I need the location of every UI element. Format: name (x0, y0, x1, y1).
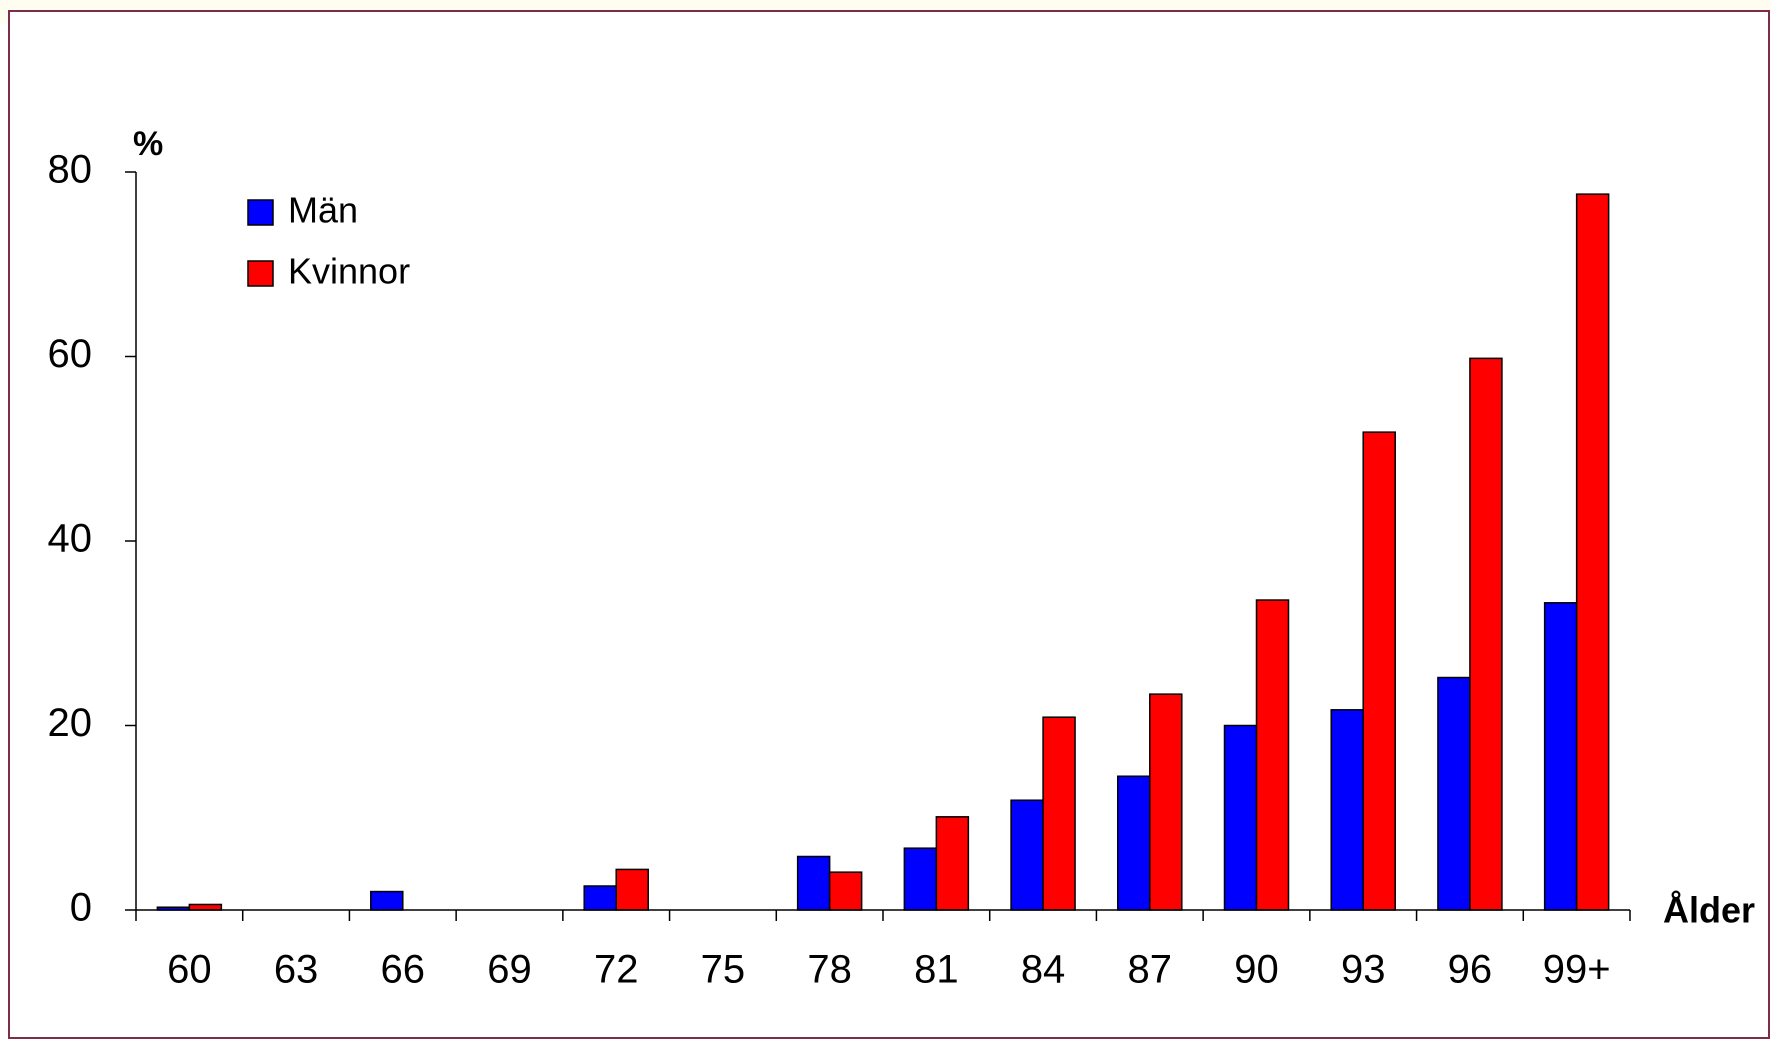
x-tick-label: 63 (274, 948, 319, 992)
x-tick-label: 84 (1021, 948, 1066, 992)
bar (1010, 799, 1044, 911)
x-tick-label: 60 (167, 948, 212, 992)
bar (903, 847, 938, 911)
y-tick-label: 40 (48, 517, 93, 561)
x-tick-label: 75 (701, 948, 746, 992)
x-tick-label: 72 (594, 948, 639, 992)
x-axis-label: Ålder (1663, 890, 1755, 931)
bar (1255, 599, 1290, 911)
bar (935, 816, 970, 911)
x-tick-label: 81 (914, 948, 959, 992)
x-tick-label: 87 (1128, 948, 1173, 992)
x-tick-label: 90 (1234, 948, 1279, 992)
bar (1223, 724, 1258, 911)
legend-label: Män (288, 190, 358, 231)
bar (1362, 431, 1396, 911)
x-tick-label: 69 (487, 948, 532, 992)
bar (370, 890, 404, 911)
legend-label: Kvinnor (288, 251, 410, 292)
bar (796, 855, 831, 911)
y-tick-label: 0 (70, 886, 92, 930)
bar (1149, 693, 1183, 911)
x-tick-label: 96 (1448, 948, 1493, 992)
y-tick-label: 80 (48, 148, 93, 192)
bar (615, 868, 649, 911)
bar (1042, 716, 1076, 911)
legend-swatch (247, 199, 274, 226)
y-tick-label: 20 (48, 701, 93, 745)
x-tick-label: 78 (807, 948, 852, 992)
bar (583, 885, 617, 911)
x-tick-label: 99+ (1543, 948, 1611, 992)
y-axis-label: % (133, 125, 163, 163)
bar (1117, 775, 1151, 911)
x-tick-label: 93 (1341, 948, 1386, 992)
y-tick-label: 60 (48, 332, 93, 376)
bar (1469, 357, 1503, 911)
bar (828, 871, 863, 911)
x-tick-label: 66 (381, 948, 426, 992)
frame (8, 10, 1770, 1039)
legend-swatch (247, 260, 274, 287)
bar (1543, 602, 1578, 911)
bar (1330, 709, 1364, 911)
bar (188, 903, 223, 911)
bar (1575, 193, 1610, 911)
bar (1437, 676, 1471, 911)
